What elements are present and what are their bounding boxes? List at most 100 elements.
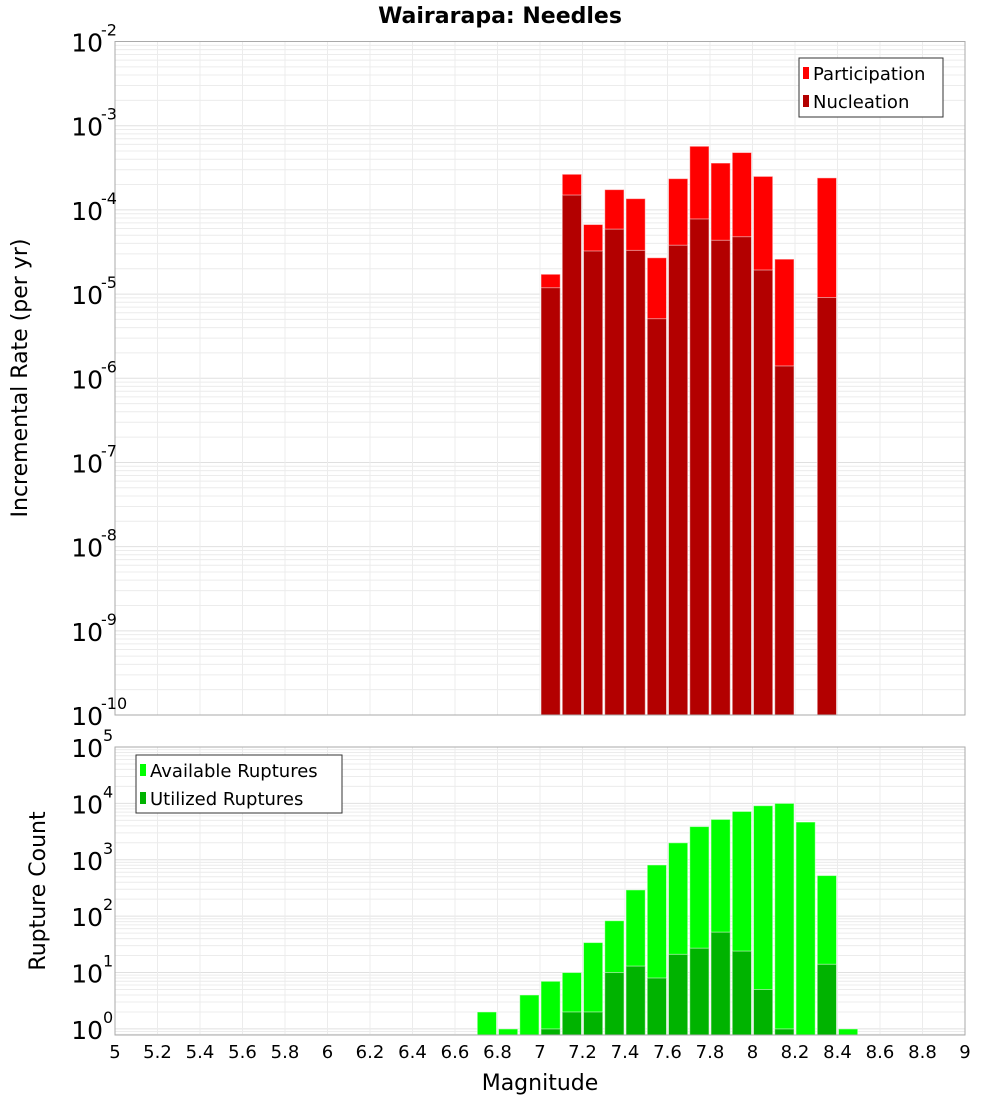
bar-nucleation [646,318,667,716]
y-tick-label: 10 [71,790,103,819]
bar-utilized-ruptures [625,965,646,1036]
y-tick-label: 10 [71,960,103,989]
y-tick-label: 10 [71,618,103,647]
y-tick-exponent: -9 [101,610,117,629]
bar-available-ruptures [498,1028,519,1036]
x-tick-label: 5.6 [228,1042,257,1063]
y-tick-label: 10 [71,449,103,478]
y-tick-exponent: 1 [103,952,113,971]
bar-utilized-ruptures [774,1028,795,1036]
bar-nucleation [689,218,710,716]
y-tick-exponent: -3 [101,105,117,124]
x-axis-label: Magnitude [482,1071,599,1096]
bottom-y-axis-label: Rupture Count [26,811,51,971]
y-tick-exponent: -6 [101,357,117,376]
y-tick-exponent: 2 [103,895,113,914]
y-tick-label: 10 [71,1016,103,1045]
x-tick-label: 6 [322,1042,333,1063]
bar-nucleation [816,297,837,716]
bar-utilized-ruptures [583,1011,604,1036]
bar-nucleation [604,228,625,716]
x-tick-label: 8.6 [866,1042,895,1063]
bar-available-ruptures [519,994,540,1036]
bar-nucleation [710,239,731,716]
x-tick-label: 6.4 [398,1042,427,1063]
x-tick-label: 5.2 [143,1042,172,1063]
y-tick-label: 10 [71,197,103,226]
top-y-axis-label: Incremental Rate (per yr) [8,239,33,518]
x-tick-label: 5 [109,1042,120,1063]
bar-utilized-ruptures [604,972,625,1036]
bar-utilized-ruptures [710,931,731,1036]
y-tick-exponent: -2 [101,21,117,40]
y-tick-exponent: 5 [103,726,113,745]
x-tick-label: 7 [534,1042,545,1063]
legend-label: Participation [813,64,925,85]
x-tick-label: 8.8 [908,1042,937,1063]
bar-utilized-ruptures [689,947,710,1036]
legend-swatch [803,95,809,107]
bar-nucleation [625,249,646,716]
bar-nucleation [540,287,561,716]
x-tick-label: 7.6 [653,1042,682,1063]
x-tick-label: 7.8 [696,1042,725,1063]
y-tick-exponent: -5 [101,273,117,292]
y-tick-exponent: -10 [101,694,127,713]
legend-label: Utilized Ruptures [150,789,303,810]
legend-box [135,754,343,814]
legend: Participation Nucleation [798,57,944,118]
x-tick-label: 6.6 [441,1042,470,1063]
x-tick-label: 6.2 [356,1042,385,1063]
x-tick-label: 7.2 [568,1042,597,1063]
legend-label: Nucleation [813,92,909,113]
y-tick-label: 10 [71,702,103,731]
y-tick-exponent: 0 [103,1008,113,1027]
bar-available-ruptures [774,802,795,1036]
legend-label: Available Ruptures [150,761,318,782]
y-tick-exponent: -7 [101,441,117,460]
y-tick-exponent: 3 [103,839,113,858]
bar-utilized-ruptures [816,963,837,1036]
legend: Available Ruptures Utilized Ruptures [135,754,343,814]
y-tick-label: 10 [71,29,103,58]
y-tick-label: 10 [71,113,103,142]
x-tick-label: 8.4 [823,1042,852,1063]
x-tick-label: 7.4 [611,1042,640,1063]
x-tick-label: 8.2 [781,1042,810,1063]
bar-utilized-ruptures [561,1011,582,1036]
chart-title: Wairarapa: Needles [378,4,622,29]
x-tick-label: 5.8 [271,1042,300,1063]
bar-available-ruptures [476,1011,497,1036]
legend-swatch [140,764,146,776]
x-tick-label: 8 [747,1042,758,1063]
x-tick-label: 6.8 [483,1042,512,1063]
y-tick-label: 10 [71,847,103,876]
bar-available-ruptures [795,821,816,1036]
y-tick-exponent: -4 [101,189,117,208]
bar-utilized-ruptures [668,953,689,1036]
plot-border [114,746,966,1036]
bar-nucleation [731,236,752,716]
x-tick-label: 9 [959,1042,970,1063]
bar-utilized-ruptures [753,989,774,1036]
plot-border [114,41,966,716]
legend-box [798,57,944,118]
rate-panel: 10-210-310-410-510-610-710-810-910-10Par… [71,21,966,731]
legend-swatch [140,792,146,804]
y-tick-label: 10 [71,903,103,932]
bar-available-ruptures [838,1028,859,1036]
bar-nucleation [583,250,604,716]
bar-utilized-ruptures [540,1028,561,1036]
x-tick-label: 5.4 [186,1042,215,1063]
bar-nucleation [753,269,774,716]
y-tick-exponent: -8 [101,526,117,545]
legend-swatch [803,67,809,79]
bar-utilized-ruptures [731,950,752,1036]
y-tick-label: 10 [71,281,103,310]
bar-available-ruptures [540,980,561,1036]
bar-nucleation [561,194,582,716]
y-tick-label: 10 [71,534,103,563]
y-tick-exponent: 4 [103,782,113,801]
